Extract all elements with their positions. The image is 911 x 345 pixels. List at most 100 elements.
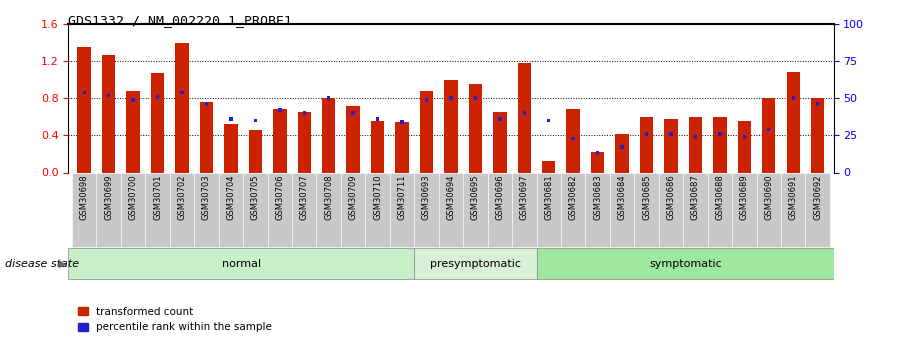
Bar (713, 117, 727, 172)
Bar (376, 117, 379, 121)
Bar (738, 120, 751, 172)
Bar (365, 172, 390, 247)
Bar (571, 137, 575, 140)
Bar (180, 90, 184, 94)
FancyBboxPatch shape (414, 248, 537, 279)
Bar (341, 172, 365, 247)
Text: normal: normal (221, 259, 261, 269)
Bar (273, 109, 287, 172)
Bar (537, 172, 561, 247)
Bar (439, 172, 463, 247)
Bar (302, 111, 306, 115)
Bar (346, 106, 360, 172)
Text: GSM30699: GSM30699 (104, 175, 113, 220)
Bar (547, 119, 550, 122)
Bar (463, 172, 487, 247)
Bar (670, 132, 672, 136)
Text: presymptomatic: presymptomatic (430, 259, 521, 269)
Legend: transformed count, percentile rank within the sample: transformed count, percentile rank withi… (74, 303, 277, 336)
Text: GSM30691: GSM30691 (789, 175, 798, 220)
Text: disease state: disease state (5, 259, 78, 269)
Bar (249, 130, 262, 172)
Bar (230, 117, 232, 121)
Bar (708, 172, 732, 247)
Bar (327, 97, 331, 100)
Text: GSM30685: GSM30685 (642, 175, 651, 220)
Bar (805, 172, 830, 247)
Bar (102, 55, 116, 172)
Text: GSM30706: GSM30706 (275, 175, 284, 220)
Text: GSM30693: GSM30693 (422, 175, 431, 220)
Bar (596, 151, 599, 155)
Text: GSM30684: GSM30684 (618, 175, 627, 220)
Bar (781, 172, 805, 247)
Text: symptomatic: symptomatic (649, 259, 722, 269)
Text: GSM30700: GSM30700 (128, 175, 138, 220)
Bar (121, 172, 146, 247)
Bar (127, 91, 139, 172)
Bar (693, 135, 697, 139)
Bar (718, 132, 722, 136)
Bar (756, 172, 781, 247)
Bar (131, 98, 135, 102)
Bar (224, 124, 238, 172)
Bar (487, 172, 512, 247)
Bar (146, 172, 169, 247)
Bar (512, 172, 537, 247)
Bar (542, 161, 556, 172)
Bar (620, 146, 624, 149)
FancyBboxPatch shape (68, 248, 414, 279)
Bar (645, 132, 649, 136)
Bar (107, 93, 110, 97)
Bar (517, 63, 531, 172)
Bar (591, 152, 604, 172)
Bar (72, 172, 97, 247)
Bar (243, 172, 268, 247)
Text: GSM30695: GSM30695 (471, 175, 480, 220)
Bar (523, 111, 526, 115)
Bar (816, 102, 819, 106)
Bar (425, 98, 428, 102)
Text: GSM30696: GSM30696 (496, 175, 505, 220)
Bar (420, 91, 434, 172)
Text: GSM30689: GSM30689 (740, 175, 749, 220)
Text: GSM30707: GSM30707 (300, 175, 309, 220)
Bar (498, 117, 502, 121)
Bar (292, 172, 316, 247)
Text: GSM30709: GSM30709 (349, 175, 358, 220)
Bar (763, 98, 775, 172)
Bar (474, 97, 477, 100)
Text: GSM30682: GSM30682 (568, 175, 578, 220)
Text: GSM30710: GSM30710 (374, 175, 382, 220)
Bar (371, 120, 384, 172)
Bar (390, 172, 415, 247)
Text: GSM30690: GSM30690 (764, 175, 773, 220)
Text: GSM30683: GSM30683 (593, 175, 602, 220)
Bar (786, 72, 800, 172)
Text: GSM30711: GSM30711 (397, 175, 406, 220)
FancyBboxPatch shape (537, 248, 834, 279)
Bar (683, 172, 708, 247)
Text: GSM30697: GSM30697 (520, 175, 528, 220)
Bar (322, 98, 335, 172)
Text: GSM30703: GSM30703 (202, 175, 211, 220)
Bar (194, 172, 219, 247)
Bar (445, 80, 457, 172)
Bar (219, 172, 243, 247)
Bar (200, 102, 213, 172)
Text: GSM30688: GSM30688 (715, 175, 724, 220)
Bar (664, 119, 678, 172)
Bar (316, 172, 341, 247)
Bar (567, 109, 580, 172)
Text: GSM30692: GSM30692 (814, 175, 822, 220)
Text: GSM30686: GSM30686 (667, 175, 675, 220)
Bar (449, 97, 453, 100)
Bar (156, 95, 159, 99)
Text: GDS1332 / NM_002220.1_PROBE1: GDS1332 / NM_002220.1_PROBE1 (68, 14, 292, 27)
Bar (415, 172, 439, 247)
Bar (175, 43, 189, 172)
Bar (634, 172, 659, 247)
Bar (792, 97, 795, 100)
Bar (395, 121, 409, 172)
Text: ▶: ▶ (59, 259, 67, 269)
